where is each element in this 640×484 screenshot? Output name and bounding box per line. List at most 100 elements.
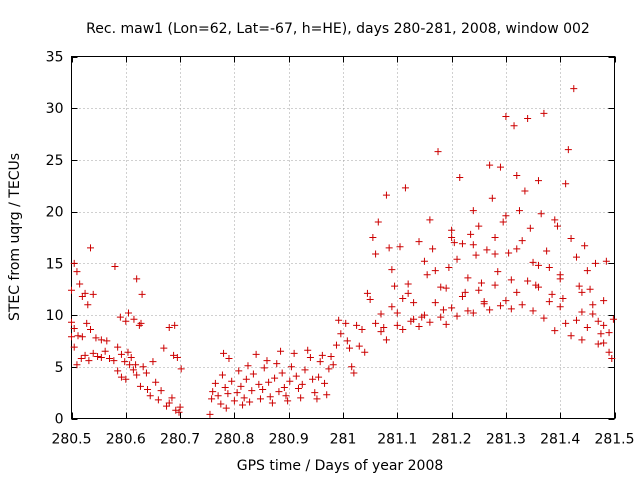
data-point — [578, 336, 586, 344]
data-point — [529, 258, 537, 266]
data-point — [282, 392, 290, 400]
data-point — [415, 322, 423, 330]
data-point — [77, 355, 85, 363]
data-point — [401, 184, 409, 192]
data-point — [583, 267, 591, 275]
data-point — [217, 400, 225, 408]
y-tick-label: 15 — [46, 256, 64, 272]
data-point — [366, 296, 374, 304]
data-point — [567, 235, 575, 243]
chart-title: Rec. maw1 (Lon=62, Lat=-67, h=HE), days … — [86, 21, 590, 37]
y-tick-label: 25 — [46, 153, 64, 169]
data-point — [304, 346, 312, 354]
data-point — [142, 369, 150, 377]
data-point — [393, 309, 401, 317]
data-point — [377, 310, 385, 318]
data-point — [399, 326, 407, 334]
data-point — [393, 321, 401, 329]
data-point — [97, 336, 105, 344]
data-point — [92, 334, 100, 342]
data-points — [68, 85, 617, 418]
data-point — [380, 323, 388, 331]
data-point — [265, 378, 273, 386]
data-point — [469, 207, 477, 215]
data-point — [534, 261, 542, 269]
data-point — [68, 286, 75, 294]
data-point — [562, 319, 570, 327]
x-tick-label: 281 — [330, 432, 357, 448]
data-point — [437, 313, 445, 321]
data-point — [171, 321, 179, 329]
data-point — [101, 347, 109, 355]
data-point — [85, 357, 93, 365]
data-point — [358, 326, 366, 334]
x-axis-label: GPS time / Days of year 2008 — [237, 458, 444, 474]
data-point — [458, 292, 466, 300]
data-point — [297, 394, 305, 402]
data-point — [149, 358, 157, 366]
data-point — [439, 306, 447, 314]
data-point — [235, 367, 243, 375]
data-point — [513, 245, 521, 253]
data-point — [540, 314, 548, 322]
data-point — [316, 358, 324, 366]
x-tick-label: 281.4 — [540, 432, 580, 448]
data-point — [122, 317, 130, 325]
data-point — [301, 366, 309, 374]
data-point — [382, 336, 390, 344]
data-point — [410, 299, 418, 307]
data-point — [208, 395, 216, 403]
data-point — [448, 304, 456, 312]
data-point — [343, 337, 351, 345]
data-point — [513, 288, 521, 296]
data-point — [442, 284, 450, 292]
data-point — [337, 330, 345, 338]
data-point — [73, 268, 81, 276]
data-point — [404, 280, 412, 288]
data-point — [165, 399, 173, 407]
data-point — [218, 371, 226, 379]
data-point — [496, 163, 504, 171]
data-point — [385, 244, 393, 252]
data-point — [103, 337, 111, 345]
data-point — [556, 271, 564, 279]
data-point — [578, 288, 586, 296]
data-point — [144, 386, 152, 394]
data-point — [502, 297, 510, 305]
data-point — [391, 282, 399, 290]
data-point — [87, 326, 95, 334]
data-point — [578, 308, 586, 316]
data-point — [106, 355, 114, 363]
data-point — [350, 369, 358, 377]
data-point — [263, 357, 271, 365]
data-point — [346, 344, 354, 352]
data-point — [89, 349, 97, 357]
data-point — [420, 257, 428, 265]
data-point — [211, 379, 219, 387]
data-point — [315, 373, 323, 381]
x-tick-label: 281.1 — [377, 432, 417, 448]
data-point — [114, 367, 122, 375]
data-point — [602, 257, 610, 265]
data-point — [372, 319, 380, 327]
x-tick-label: 280.9 — [269, 432, 309, 448]
data-point — [429, 245, 437, 253]
data-point — [583, 323, 591, 331]
data-point — [136, 382, 144, 390]
data-point — [382, 191, 390, 199]
data-point — [248, 387, 256, 395]
data-point — [277, 347, 285, 355]
data-point — [423, 271, 431, 279]
data-point — [286, 377, 294, 385]
x-tick-label: 281.5 — [594, 432, 634, 448]
data-point — [502, 212, 510, 220]
data-point — [122, 375, 130, 383]
data-point — [586, 285, 594, 293]
y-axis-label: STEC from uqrg / TECUs — [7, 153, 23, 321]
data-point — [502, 112, 510, 120]
data-point — [567, 332, 575, 340]
data-point — [68, 318, 75, 326]
data-point — [609, 315, 617, 323]
data-point — [431, 299, 439, 307]
data-point — [469, 309, 477, 317]
